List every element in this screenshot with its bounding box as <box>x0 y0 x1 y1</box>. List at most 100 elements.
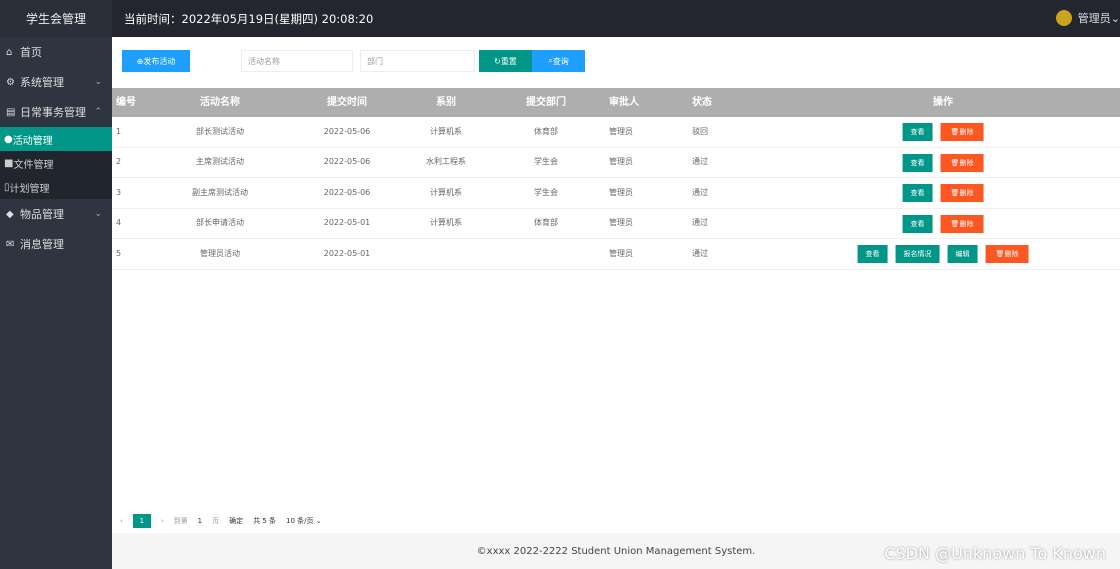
cell-approver: 管理员 <box>609 157 633 167</box>
cell-id: 4 <box>116 218 122 228</box>
sidebar-item-activity[interactable]: ● 活动管理 <box>0 127 112 151</box>
edit-button[interactable]: 编辑 <box>947 245 978 263</box>
view-button[interactable]: 查看 <box>902 214 933 233</box>
user-name: 管理员 <box>1077 12 1111 25</box>
department-input[interactable]: 部门 <box>360 50 475 72</box>
signup-status-button[interactable]: 报名情况 <box>895 245 940 263</box>
cell-time: 2022-05-01 <box>323 248 371 258</box>
publish-activity-button[interactable]: ⊕ 发布活动 <box>122 50 190 72</box>
sidebar-item-system[interactable]: ⚙ 系统管理 ⌄ <box>0 67 112 97</box>
cell-status: 通过 <box>692 187 708 197</box>
confirm-button[interactable]: 确定 <box>229 517 244 525</box>
label: 系统管理 <box>20 76 64 89</box>
label: 10 条/页 <box>286 517 314 525</box>
user-menu[interactable]: 管理员 ⌄ <box>1055 10 1120 26</box>
row-actions: 查看 报名情况 编辑 🗑 删除 <box>857 245 1029 263</box>
label: 发布活动 <box>143 56 176 66</box>
cell-approver: 管理员 <box>609 248 633 258</box>
page-input[interactable]: 1 <box>197 517 203 525</box>
trash-icon: 🗑 <box>950 219 960 228</box>
cell-dept: 计算机系 <box>430 187 462 197</box>
label: 首页 <box>20 46 42 59</box>
delete-button[interactable]: 🗑 删除 <box>985 245 1029 263</box>
label: 删除 <box>959 158 974 167</box>
cell-status: 驳回 <box>692 126 708 136</box>
main-content: ⊕ 发布活动 活动名称 部门 ↻ 重置 ⌕ 查询 编号 活动名称 提交时间 系别 … <box>112 37 1120 569</box>
table-row: 1 部长测试活动 2022-05-06 计算机系 体育部 管理员 驳回 查看 🗑 删除 <box>112 117 1120 148</box>
reset-button[interactable]: ↻ 重置 <box>479 50 532 72</box>
chevron-down-icon: ⌄ <box>1110 11 1120 25</box>
view-button[interactable]: 查看 <box>902 184 933 202</box>
label: 删除 <box>1004 250 1019 258</box>
cell-time: 2022-05-01 <box>323 218 371 228</box>
col-time: 提交时间 <box>327 96 367 108</box>
cell-dept: 水利工程系 <box>426 157 466 167</box>
trash-icon: 🗑 <box>950 128 960 136</box>
table-header: 编号 活动名称 提交时间 系别 提交部门 审批人 状态 操作 <box>112 88 1120 117</box>
trash-icon: 🗑 <box>950 158 960 167</box>
doc-icon: ▯ <box>4 181 10 193</box>
cell-name: 部长申请活动 <box>196 218 244 228</box>
refresh-icon: ↻ <box>494 56 501 66</box>
cell-submit-dept: 学生会 <box>534 157 558 167</box>
cell-time: 2022-05-06 <box>323 157 371 167</box>
col-dept: 系别 <box>436 96 456 108</box>
col-status: 状态 <box>692 96 712 108</box>
trash-icon: 🗑 <box>995 250 1005 258</box>
col-submit-dept: 提交部门 <box>526 96 566 108</box>
cell-name: 管理员活动 <box>200 248 240 258</box>
activity-name-input[interactable]: 活动名称 <box>241 50 353 72</box>
view-button[interactable]: 查看 <box>902 153 933 172</box>
cell-id: 3 <box>116 187 122 197</box>
cell-id: 2 <box>116 157 122 167</box>
sidebar-item-plans[interactable]: ▯ 计划管理 <box>0 175 112 199</box>
view-button[interactable]: 查看 <box>857 245 888 263</box>
label: 删除 <box>959 219 974 228</box>
next-page-icon[interactable]: › <box>160 517 164 525</box>
app-logo: 学生会管理 <box>0 0 112 37</box>
label: 删除 <box>959 128 974 136</box>
cell-time: 2022-05-06 <box>323 187 371 197</box>
view-button[interactable]: 查看 <box>902 123 933 141</box>
delete-button[interactable]: 🗑 删除 <box>940 214 984 233</box>
label: 删除 <box>959 189 974 197</box>
delete-button[interactable]: 🗑 删除 <box>940 184 984 202</box>
sidebar-item-messages[interactable]: ✉ 消息管理 <box>0 229 112 259</box>
prev-page-icon[interactable]: ‹ <box>120 517 123 525</box>
cell-name: 部长测试活动 <box>196 126 244 136</box>
sidebar-item-home[interactable]: ⌂ 首页 <box>0 37 112 67</box>
col-name: 活动名称 <box>200 96 240 108</box>
row-actions: 查看 🗑 删除 <box>902 184 984 202</box>
cell-submit-dept: 体育部 <box>534 218 558 228</box>
cell-approver: 管理员 <box>609 187 633 197</box>
goto-label: 到第 <box>173 517 188 525</box>
time-label: 当前时间： <box>124 11 182 26</box>
page-1[interactable]: 1 <box>132 514 151 528</box>
mail-icon: ✉ <box>6 238 15 250</box>
sidebar-item-daily[interactable]: ▤ 日常事务管理 ⌃ <box>0 97 112 127</box>
avatar <box>1055 10 1072 26</box>
folder-icon: ■ <box>4 157 14 169</box>
delete-button[interactable]: 🗑 删除 <box>940 123 984 141</box>
sidebar-item-files[interactable]: ■ 文件管理 <box>0 151 112 175</box>
search-icon: ⌕ <box>548 56 553 65</box>
delete-button[interactable]: 🗑 删除 <box>940 153 984 172</box>
total-count: 共 5 条 <box>253 517 276 525</box>
cell-status: 通过 <box>692 248 708 258</box>
cell-time: 2022-05-06 <box>323 126 371 136</box>
search-button[interactable]: ⌕ 查询 <box>532 50 585 72</box>
label: 活动管理 <box>12 135 53 147</box>
label: 日常事务管理 <box>20 106 86 119</box>
chevron-down-icon: ⌄ <box>94 77 102 87</box>
chevron-down-icon: ⌄ <box>94 209 102 219</box>
label: 文件管理 <box>13 159 54 171</box>
watermark: CSDN @Unknown To Known <box>884 544 1106 563</box>
col-actions: 操作 <box>933 96 953 108</box>
gamepad-icon: ● <box>4 133 13 145</box>
row-actions: 查看 🗑 删除 <box>902 123 984 141</box>
sidebar-item-goods[interactable]: ◆ 物品管理 ⌄ <box>0 199 112 229</box>
cell-approver: 管理员 <box>609 126 633 136</box>
row-actions: 查看 🗑 删除 <box>902 214 984 233</box>
per-page-select[interactable]: 10 条/页 ⌄ <box>286 517 322 525</box>
label: 重置 <box>500 56 517 66</box>
